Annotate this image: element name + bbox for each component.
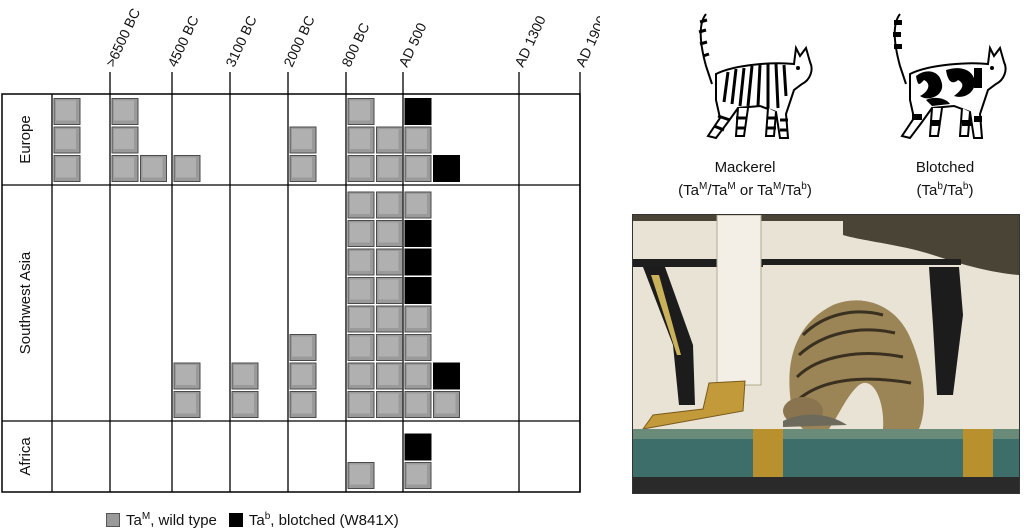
square-highlight [407, 129, 427, 149]
square-highlight [435, 393, 456, 414]
square-highlight [350, 222, 370, 243]
legend-wild-label: TaM, wild type [126, 511, 217, 529]
period-label: AD 1300 [511, 13, 549, 69]
square-highlight [350, 157, 370, 178]
square-highlight [292, 365, 312, 385]
region-label: Africa [17, 437, 34, 476]
square-highlight [114, 129, 134, 149]
period-label: 4500 BC [164, 13, 202, 69]
square-highlight [378, 365, 399, 385]
square-highlight [350, 279, 370, 300]
square-highlight [56, 157, 76, 178]
square-highlight [407, 365, 427, 385]
square-highlight [407, 464, 427, 485]
square-highlight [350, 336, 370, 357]
period-label: 2000 BC [280, 13, 318, 69]
square-highlight [378, 308, 399, 328]
blotched-sample-square [433, 362, 460, 390]
blotched-cat-icon [893, 13, 1007, 140]
region-label: Southwest Asia [17, 251, 34, 354]
square-highlight [350, 365, 370, 385]
period-label: 3100 BC [222, 13, 260, 69]
mackerel-name: Mackerel [714, 159, 776, 176]
blotched-sample-square [404, 433, 432, 461]
square-highlight [350, 100, 370, 121]
square-highlight [350, 194, 370, 214]
square-highlight [407, 336, 427, 357]
square-highlight [292, 393, 312, 414]
square-highlight [56, 129, 76, 149]
square-highlight [142, 157, 163, 178]
blotched-genotype: (Tab/Tab) [916, 181, 974, 199]
region-labels: Europe Southwest Asia Africa [17, 115, 34, 475]
square-highlight [114, 157, 134, 178]
wild-type-swatch [106, 513, 120, 527]
square-highlight [350, 129, 370, 149]
square-highlight [378, 393, 399, 414]
square-highlight [292, 336, 312, 357]
mackerel-cat-icon [698, 13, 813, 140]
square-highlight [176, 393, 196, 414]
square-highlight [378, 129, 399, 149]
chart-frame [1, 93, 581, 493]
square-highlight [350, 251, 370, 271]
period-label: AD 1900 [572, 13, 600, 69]
square-highlight [234, 365, 254, 385]
square-highlight [407, 308, 427, 328]
square-highlight [378, 194, 399, 214]
region-label: Europe [17, 115, 34, 163]
blotched-sample-square [404, 220, 432, 247]
legend-blotched-label: Tab, blotched (W841X) [248, 511, 399, 529]
square-highlight [407, 157, 427, 178]
square-highlight [292, 157, 312, 178]
square-highlight [378, 336, 399, 357]
chart-grid [1, 72, 581, 493]
square-highlight [378, 279, 399, 300]
legend: TaM, wild type Tab, blotched (W841X) [106, 511, 399, 529]
square-highlight [176, 157, 196, 178]
blotched-sample-square [404, 248, 432, 276]
blotched-sample-square [433, 155, 460, 182]
square-highlight [378, 251, 399, 271]
square-highlight [292, 129, 312, 149]
square-highlight [176, 365, 196, 385]
square-highlight [56, 100, 76, 121]
square-highlight [234, 393, 254, 414]
square-highlight [378, 157, 399, 178]
square-highlight [114, 100, 134, 121]
mackerel-genotype: (TaM/TaM or TaM/Tab) [678, 181, 812, 199]
period-label: 800 BC [338, 20, 372, 69]
period-labels: >6500 BC 4500 BC 3100 BC 2000 BC 800 BC AD 50… [102, 6, 600, 70]
square-highlight [350, 393, 370, 414]
square-highlight [407, 393, 427, 414]
blotched-name: Blotched [915, 159, 975, 176]
mackerel-caption: Mackerel (TaM/TaM or TaM/Tab) [630, 158, 860, 200]
period-label: AD 500 [395, 20, 429, 69]
square-highlight [407, 194, 427, 214]
sample-squares [53, 98, 460, 489]
blotched-sample-square [404, 277, 432, 304]
period-label: >6500 BC [102, 6, 143, 70]
sample-timeline-chart: >6500 BC 4500 BC 3100 BC 2000 BC 800 BC AD 50… [1, 6, 600, 493]
square-highlight [350, 464, 370, 485]
square-highlight [378, 222, 399, 243]
blotched-swatch [228, 513, 243, 527]
blotched-sample-square [404, 98, 432, 125]
square-highlight [350, 308, 370, 328]
blotched-caption: Blotched (Tab/Tab) [880, 158, 1010, 200]
egyptian-cat-painting [632, 214, 1020, 494]
